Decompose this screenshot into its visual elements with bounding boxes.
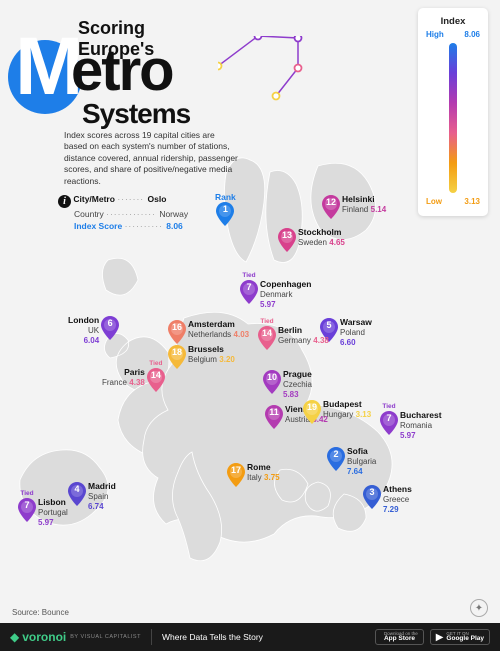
- city-text: PragueCzechia5.83: [283, 370, 312, 399]
- rank-pin: 11: [265, 405, 283, 429]
- tied-label: Tied: [258, 318, 276, 325]
- signature-mark: ✦: [470, 599, 488, 617]
- rank-pin: 13: [278, 228, 296, 252]
- rank-number: 4: [68, 484, 86, 494]
- rank-pin: 7Tied: [18, 498, 36, 522]
- city-berlin: 14TiedBerlinGermany 4.38: [258, 326, 329, 352]
- rank-pin: 14Tied: [258, 326, 276, 350]
- legend-key: i City/Metro ······· Oslo Country ······…: [58, 193, 188, 233]
- city-text: BudapestHungary 3.13: [323, 400, 371, 420]
- rank-number: 12: [322, 197, 340, 207]
- description-text: Index scores across 19 capital cities ar…: [64, 130, 239, 187]
- rank-pin: 16: [168, 320, 186, 344]
- rank-number: 19: [303, 402, 321, 412]
- rank-pin: 2: [327, 447, 345, 471]
- city-text: StockholmSweden 4.65: [298, 228, 345, 248]
- tied-label: Tied: [240, 272, 258, 279]
- rank-pin: 3: [363, 485, 381, 509]
- legend-rank-pin: Rank 1: [215, 192, 236, 231]
- city-text: WarsawPoland6.60: [340, 318, 372, 347]
- rank-number: 2: [327, 449, 345, 459]
- city-stockholm: 13StockholmSweden 4.65: [278, 228, 345, 254]
- city-madrid: 4MadridSpain6.74: [68, 482, 116, 511]
- city-london: LondonUK6.046: [68, 316, 119, 345]
- rank-pin: 4: [68, 482, 86, 506]
- rank-number: 7: [380, 413, 398, 423]
- rank-number: 6: [101, 318, 119, 328]
- source-label: Source: Bounce: [12, 608, 69, 617]
- title-systems: Systems: [82, 98, 190, 130]
- voronoi-icon: ◆: [10, 630, 19, 644]
- rank-number: 17: [227, 465, 245, 475]
- rank-pin: 7Tied: [380, 411, 398, 435]
- rank-pin: 19: [303, 400, 321, 424]
- city-budapest: 19BudapestHungary 3.13: [303, 400, 371, 426]
- index-gradient-bar: [449, 43, 457, 193]
- city-rome: 17RomeItaly 3.75: [227, 463, 280, 489]
- rank-pin: 14Tied: [147, 368, 165, 392]
- rank-pin: 18: [168, 345, 186, 369]
- city-text: BucharestRomania5.97: [400, 411, 442, 440]
- city-text: MadridSpain6.74: [88, 482, 116, 511]
- rank-number: 14: [258, 328, 276, 338]
- city-text: LondonUK6.04: [68, 316, 99, 345]
- city-text: AthensGreece7.29: [383, 485, 412, 514]
- tied-label: Tied: [380, 403, 398, 410]
- app-store-badge[interactable]: Download on theApp Store: [375, 629, 424, 645]
- city-text: RomeItaly 3.75: [247, 463, 280, 483]
- infographic-canvas: Scoring Europe's M etro Systems Index sc…: [0, 0, 500, 623]
- city-lisbon: 7TiedLisbonPortugal5.97: [18, 498, 68, 527]
- info-icon: i: [58, 195, 71, 208]
- city-helsinki: 12HelsinkiFinland 5.14: [322, 195, 386, 221]
- title-etro: etro: [71, 37, 173, 104]
- city-paris: ParisFrance 4.3814Tied: [102, 368, 165, 394]
- legend-pin: 1: [216, 202, 234, 226]
- city-sofia: 2SofiaBulgaria7.64: [327, 447, 376, 476]
- rank-number: 7: [240, 282, 258, 292]
- city-prague: 10PragueCzechia5.83: [263, 370, 312, 399]
- city-amsterdam: 16AmsterdamNetherlands 4.03: [168, 320, 249, 346]
- footer-tagline: Where Data Tells the Story: [162, 632, 263, 642]
- city-copenhagen: 7TiedCopenhagenDenmark5.97: [240, 280, 311, 309]
- rank-pin: 6: [101, 316, 119, 340]
- decor-metro-line: [218, 36, 318, 108]
- city-brussels: 18BrusselsBelgium 3.20: [168, 345, 235, 371]
- city-athens: 3AthensGreece7.29: [363, 485, 412, 514]
- play-icon: ▶: [436, 632, 444, 643]
- rank-pin: 12: [322, 195, 340, 219]
- voronoi-byline: BY VISUAL CAPITALIST: [70, 634, 141, 640]
- rank-pin: 7Tied: [240, 280, 258, 304]
- rank-pin: 10: [263, 370, 281, 394]
- city-text: BerlinGermany 4.38: [278, 326, 329, 346]
- footer-bar: ◆ voronoi BY VISUAL CAPITALIST Where Dat…: [0, 623, 500, 651]
- rank-number: 18: [168, 347, 186, 357]
- city-bucharest: 7TiedBucharestRomania5.97: [380, 411, 442, 440]
- index-title: Index: [424, 16, 482, 27]
- rank-number: 13: [278, 230, 296, 240]
- voronoi-logo: voronoi: [22, 630, 66, 644]
- city-text: LisbonPortugal5.97: [38, 498, 68, 527]
- rank-number: 11: [265, 407, 283, 417]
- tied-label: Tied: [18, 490, 36, 497]
- city-text: ParisFrance 4.38: [102, 368, 145, 388]
- index-panel: Index High 8.06 Low 3.13: [418, 8, 488, 216]
- city-text: AmsterdamNetherlands 4.03: [188, 320, 249, 340]
- footer-separator: [151, 629, 152, 645]
- rank-number: 7: [18, 500, 36, 510]
- city-text: BrusselsBelgium 3.20: [188, 345, 235, 365]
- rank-number: 16: [168, 322, 186, 332]
- city-text: HelsinkiFinland 5.14: [342, 195, 386, 215]
- tied-label: Tied: [147, 360, 165, 367]
- city-text: SofiaBulgaria7.64: [347, 447, 376, 476]
- city-text: CopenhagenDenmark5.97: [260, 280, 311, 309]
- rank-number: 14: [147, 370, 165, 380]
- rank-pin: 17: [227, 463, 245, 487]
- rank-number: 3: [363, 487, 381, 497]
- rank-number: 10: [263, 372, 281, 382]
- google-play-badge[interactable]: ▶ GET IT ONGoogle Play: [430, 629, 490, 645]
